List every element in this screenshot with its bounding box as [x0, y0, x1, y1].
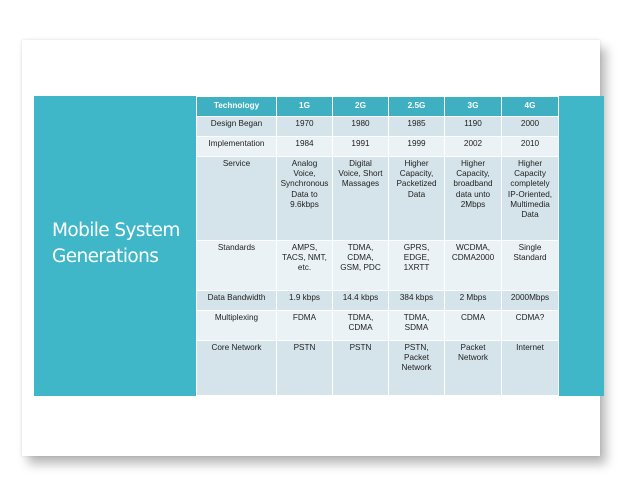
table-cell: Digital Voice, Short Massages	[332, 156, 389, 241]
cell-text: TDMA, SDMA	[403, 313, 430, 333]
table-cell: 1985	[388, 116, 445, 137]
table-cell: Packet Network	[444, 340, 502, 396]
table-cell: 2002	[444, 136, 502, 157]
table-cell: WCDMA, CDMA2000	[444, 240, 502, 291]
table-cell: Higher Capacity completely IP-Oriented, …	[501, 156, 559, 241]
row-label: Standards	[196, 240, 277, 291]
cell-text: Analog Voice, Synchronous Data to 9.6kbp…	[280, 159, 329, 209]
table-row: Implementation 1984 1991 1999 2002 2010	[196, 136, 559, 157]
cell-text: Internet	[516, 343, 544, 352]
cell-text: Higher Capacity completely IP-Oriented, …	[507, 159, 553, 220]
table-row: Core Network PSTN PSTN PSTN, Packet Netw…	[196, 340, 559, 396]
table-cell: 1970	[276, 116, 333, 137]
table-cell: TDMA, CDMA, GSM, PDC	[332, 240, 389, 291]
header-3g: 3G	[444, 96, 502, 117]
table-cell: PSTN	[332, 340, 389, 396]
cell-text: Digital Voice, Short Massages	[338, 159, 383, 189]
table-cell: 2 Mbps	[444, 290, 502, 311]
table-cell: PSTN, Packet Network	[388, 340, 445, 396]
cell-text: FDMA	[292, 313, 317, 322]
cell-text: Single Standard	[513, 243, 547, 263]
table-row: Design Began 1970 1980 1985 1190 2000	[196, 116, 559, 137]
header-technology: Technology	[196, 96, 277, 117]
cell-text: TDMA, CDMA	[347, 313, 374, 333]
table-cell: 1999	[388, 136, 445, 157]
cell-text: AMPS, TACS, NMT, etc.	[282, 243, 327, 273]
generations-table: Technology 1G 2G 2.5G 3G 4G Design Began…	[196, 96, 559, 396]
table-cell: Single Standard	[501, 240, 559, 291]
cell-text: PSTN	[293, 343, 316, 352]
header-1g: 1G	[276, 96, 333, 117]
table-cell: Analog Voice, Synchronous Data to 9.6kbp…	[276, 156, 333, 241]
table-cell: Higher Capacity, Packetized Data	[388, 156, 445, 241]
table-cell: 1984	[276, 136, 333, 157]
table-cell: 1980	[332, 116, 389, 137]
cell-text: WCDMA, CDMA2000	[451, 243, 495, 263]
table-row: Service Analog Voice, Synchronous Data t…	[196, 156, 559, 241]
table-cell: 1190	[444, 116, 502, 137]
cell-text: TDMA, CDMA, GSM, PDC	[340, 243, 381, 273]
table-cell: CDMA?	[501, 310, 559, 341]
cell-text: Packet Network	[457, 343, 489, 363]
slide-title: Mobile System Generations	[52, 220, 180, 267]
cell-text: PSTN	[349, 343, 372, 352]
table-cell: FDMA	[276, 310, 333, 341]
cell-text: GPRS, EDGE, 1XRTT	[403, 243, 430, 273]
cell-text: PSTN, Packet Network	[401, 343, 432, 373]
row-label: Design Began	[196, 116, 277, 137]
table-cell: Internet	[501, 340, 559, 396]
cell-text: Higher Capacity, Packetized Data	[396, 159, 437, 199]
table-cell: 1991	[332, 136, 389, 157]
table-cell: 2010	[501, 136, 559, 157]
header-2g: 2G	[332, 96, 389, 117]
table-cell: TDMA, SDMA	[388, 310, 445, 341]
table-cell: 1.9 kbps	[276, 290, 333, 311]
table-cell: Higher Capacity, broadband data unto 2Mb…	[444, 156, 502, 241]
row-label: Multiplexing	[196, 310, 277, 341]
table-cell: GPRS, EDGE, 1XRTT	[388, 240, 445, 291]
row-label: Implementation	[196, 136, 277, 157]
row-label: Service	[196, 156, 277, 241]
table-row: Standards AMPS, TACS, NMT, etc. TDMA, CD…	[196, 240, 559, 291]
header-2-5g: 2.5G	[388, 96, 445, 117]
table-cell: 2000	[501, 116, 559, 137]
table-cell: 14.4 kbps	[332, 290, 389, 311]
table-cell: PSTN	[276, 340, 333, 396]
table-cell: TDMA, CDMA	[332, 310, 389, 341]
table-cell: 384 kbps	[388, 290, 445, 311]
table-row: Multiplexing FDMA TDMA, CDMA TDMA, SDMA …	[196, 310, 559, 341]
cell-text: Higher Capacity, broadband data unto 2Mb…	[453, 159, 493, 209]
table-header-row: Technology 1G 2G 2.5G 3G 4G	[196, 96, 559, 117]
table-cell: CDMA	[444, 310, 502, 341]
row-label: Data Bandwidth	[196, 290, 277, 311]
table-cell: AMPS, TACS, NMT, etc.	[276, 240, 333, 291]
row-label: Core Network	[196, 340, 277, 396]
header-4g: 4G	[501, 96, 559, 117]
cell-text: CDMA	[460, 313, 486, 322]
cell-text: CDMA?	[515, 313, 545, 322]
table-cell: 2000Mbps	[501, 290, 559, 311]
table-row: Data Bandwidth 1.9 kbps 14.4 kbps 384 kb…	[196, 290, 559, 311]
